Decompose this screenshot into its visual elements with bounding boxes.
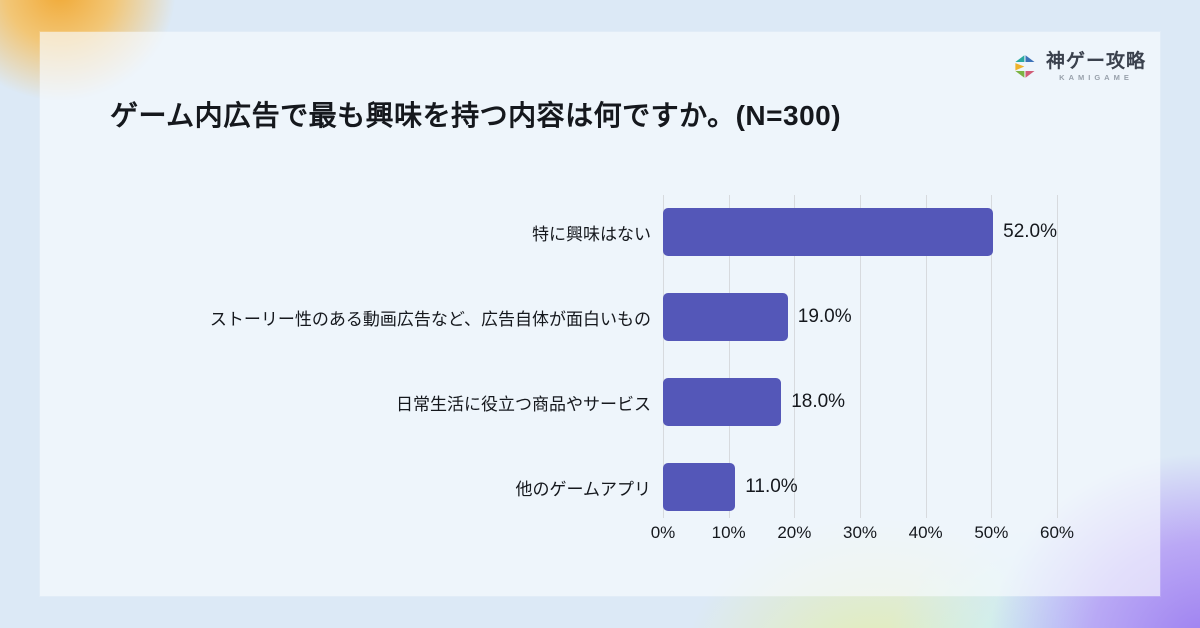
chart-card: 神ゲー攻略 KAMIGAME ゲーム内広告で最も興味を持つ内容は何ですか。(N=…	[40, 32, 1160, 596]
brand-name: 神ゲー攻略	[1045, 51, 1146, 72]
category-label: 日常生活に役立つ商品やサービス	[396, 394, 651, 414]
bar	[663, 463, 736, 511]
x-axis: 0% 10% 20% 30% 40% 50% 60%	[651, 523, 1074, 547]
brand-text: 神ゲー攻略 KAMIGAME	[1046, 52, 1146, 82]
bar-track: 18.0%	[663, 378, 1057, 426]
bar-value-label: 52.0%	[1003, 221, 1057, 242]
bar-value-label: 19.0%	[797, 306, 852, 327]
x-axis-tick-label: 60%	[1039, 523, 1075, 542]
x-axis-tick-label: 10%	[711, 523, 746, 542]
bar	[663, 208, 994, 256]
bar-chart: 特に興味はない 52.0% ストーリー性のある動画広告など、広告自体が面白いもの 19…	[108, 195, 1148, 547]
bar-track: 19.0%	[663, 293, 1057, 341]
category-label: ストーリー性のある動画広告など、広告自体が面白いもの	[209, 309, 651, 329]
x-axis-tick-label: 0%	[650, 523, 676, 542]
bar-value-label: 11.0%	[745, 476, 798, 497]
bar-row: ストーリー性のある動画広告など、広告自体が面白いもの 19.0%	[108, 293, 1148, 341]
bar-row: 他のゲームアプリ 11.0%	[108, 463, 1148, 511]
bar-value-label: 18.0%	[791, 391, 846, 412]
x-axis-tick-label: 30%	[842, 523, 878, 542]
chart-title: ゲーム内広告で最も興味を持つ内容は何ですか。(N=300)	[110, 100, 842, 131]
bar-row: 特に興味はない 52.0%	[108, 208, 1148, 256]
kamigame-pinwheel-icon	[1015, 55, 1035, 78]
gridline	[794, 195, 796, 518]
x-axis-tick-label: 50%	[974, 523, 1009, 542]
chart-rows: 特に興味はない 52.0% ストーリー性のある動画広告など、広告自体が面白いもの 19…	[108, 208, 1148, 511]
bar-row: 日常生活に役立つ商品やサービス 18.0%	[108, 378, 1148, 426]
brand-logo: 神ゲー攻略 KAMIGAME	[1012, 52, 1146, 82]
x-axis-tick-label: 20%	[777, 523, 812, 542]
gridline	[1057, 195, 1058, 518]
x-axis-tick-label: 40%	[908, 523, 943, 542]
gridline	[925, 195, 927, 518]
gridline	[991, 195, 993, 518]
gridline	[860, 195, 861, 518]
chart-gridlines	[663, 195, 1058, 518]
category-label: 他のゲームアプリ	[515, 479, 652, 499]
bar	[663, 293, 788, 341]
gridline	[728, 195, 730, 518]
category-label: 特に興味はない	[532, 224, 651, 244]
bar	[663, 378, 782, 426]
gridline	[663, 195, 664, 518]
brand-subtitle: KAMIGAME	[1059, 73, 1133, 82]
bar-track: 52.0%	[663, 208, 1057, 256]
bar-track: 11.0%	[663, 463, 1057, 511]
